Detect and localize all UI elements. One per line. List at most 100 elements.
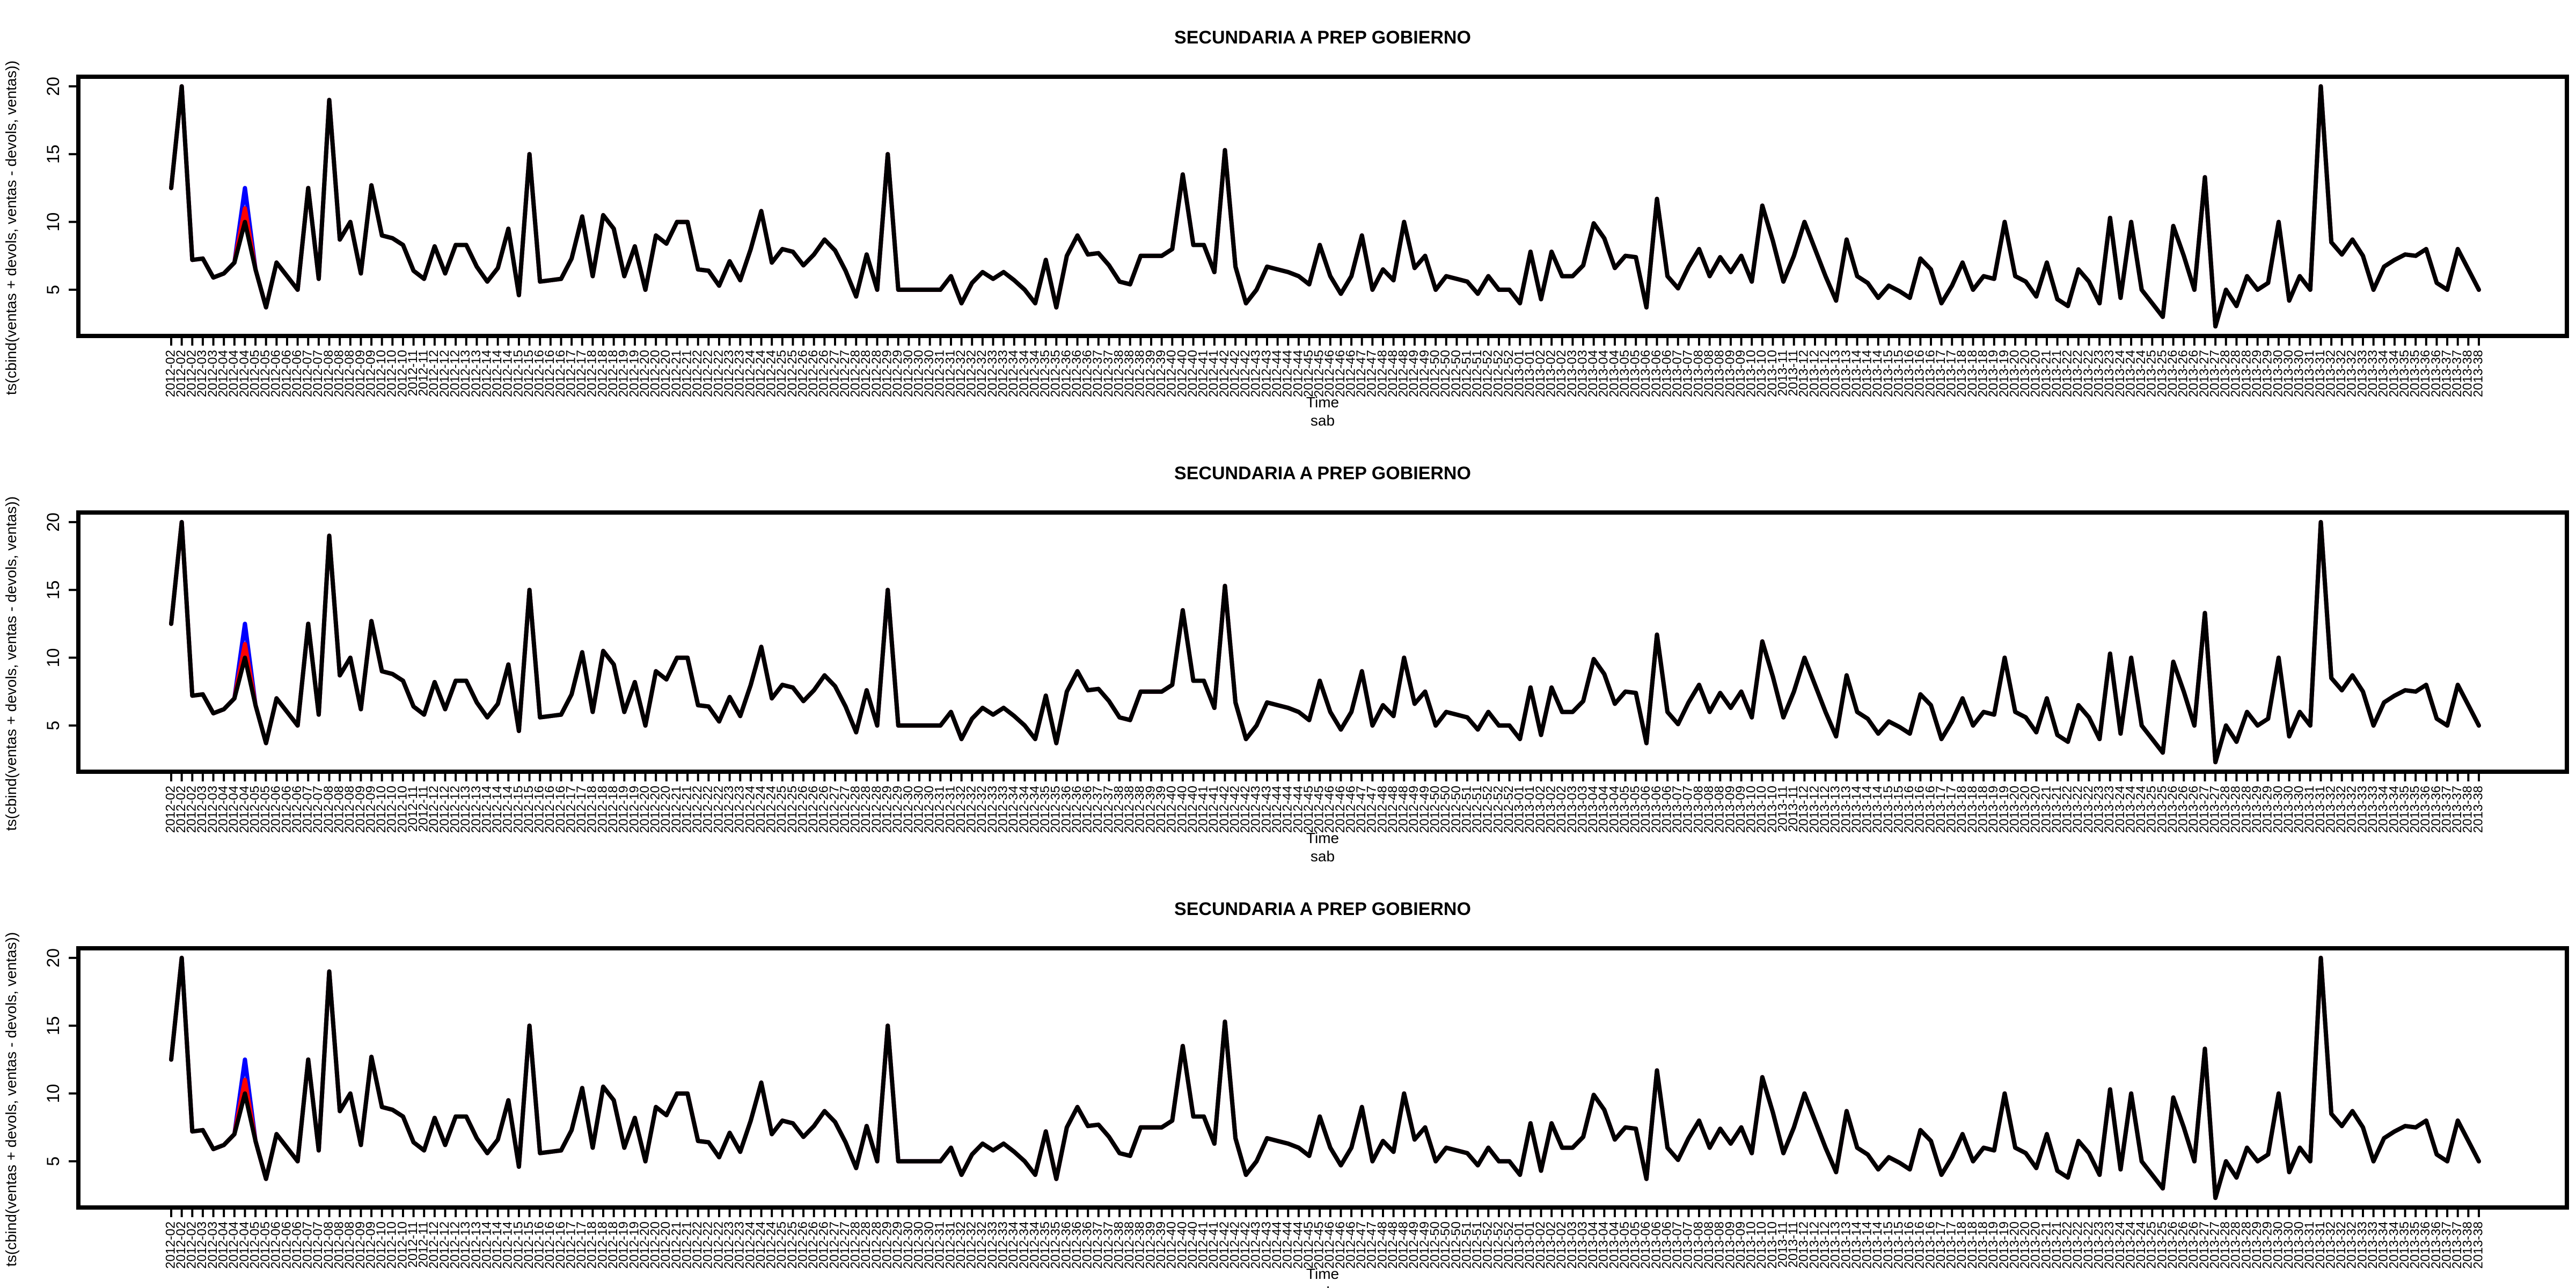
x-axis-label: Time	[1306, 1265, 1339, 1282]
x-tick-label: 2012-28	[869, 786, 884, 833]
x-tick-label: 2013-29	[2250, 1221, 2264, 1269]
x-tick-label: 2012-42	[1238, 350, 1253, 397]
x-tick-label: 2013-34	[2387, 786, 2401, 833]
x-tick-label: 2013-19	[1986, 350, 2001, 397]
x-tick-label: 2013-08	[1702, 1221, 1716, 1269]
x-tick-label: 2012-45	[1301, 1221, 1316, 1269]
x-tick-label: 2012-06	[290, 786, 304, 833]
x-tick-label: 2012-11	[406, 786, 420, 832]
x-tick-label: 2013-03	[1565, 1221, 1579, 1269]
x-tick-label: 2012-06	[269, 1221, 283, 1269]
x-tick-label: 2013-22	[2070, 350, 2085, 397]
x-tick-label: 2012-06	[279, 1221, 294, 1269]
x-tick-label: 2012-12	[448, 1221, 462, 1269]
x-tick-label: 2013-33	[2355, 350, 2369, 397]
x-tick-label: 2012-14	[490, 786, 504, 833]
x-tick-label: 2012-24	[764, 1221, 779, 1269]
subtitle: sab	[1311, 1284, 1335, 1288]
x-tick-label: 2013-19	[1997, 1221, 2011, 1269]
subtitle: sab	[1311, 848, 1335, 865]
x-tick-label: 2012-50	[1449, 786, 1463, 833]
x-tick-label: 2012-03	[195, 350, 209, 397]
x-tick-label: 2012-51	[1470, 350, 1484, 397]
x-tick-label: 2013-34	[2376, 350, 2391, 397]
x-tick-label: 2012-33	[985, 1221, 1000, 1269]
x-tick-label: 2013-25	[2155, 350, 2169, 397]
x-tick-label: 2013-22	[2060, 350, 2075, 397]
x-tick-label: 2013-32	[2334, 786, 2348, 833]
x-tick-label: 2012-38	[1133, 1221, 1147, 1269]
x-tick-label: 2013-03	[1565, 350, 1579, 397]
x-tick-label: 2012-35	[1049, 350, 1063, 397]
x-tick-label: 2012-35	[1049, 1221, 1063, 1269]
x-tick-label: 2012-44	[1270, 786, 1284, 833]
x-tick-label: 2012-52	[1491, 786, 1505, 833]
x-tick-label: 2012-34	[1006, 786, 1021, 833]
x-tick-label: 2012-15	[511, 350, 525, 397]
x-tick-label: 2012-13	[469, 1221, 484, 1269]
x-tick-label: 2012-06	[290, 350, 304, 397]
x-tick-label: 2013-11	[1786, 350, 1801, 396]
x-tick-label: 2012-18	[585, 350, 599, 397]
x-tick-label: 2013-15	[1891, 786, 1906, 833]
x-tick-label: 2012-41	[1206, 1221, 1221, 1269]
x-tick-label: 2012-42	[1217, 786, 1232, 833]
x-tick-label: 2012-31	[943, 350, 957, 397]
x-tick-label: 2012-50	[1428, 350, 1443, 397]
x-tick-label: 2012-51	[1470, 1221, 1484, 1269]
x-tick-label: 2013-06	[1638, 350, 1653, 397]
x-tick-label: 2013-04	[1607, 1221, 1621, 1269]
x-tick-label: 2012-24	[753, 786, 768, 833]
x-tick-label: 2012-08	[321, 786, 336, 833]
x-tick-label: 2013-31	[2313, 1221, 2328, 1269]
x-tick-label: 2013-38	[2461, 786, 2475, 833]
x-tick-label: 2013-14	[1870, 1221, 1885, 1269]
x-tick-label: 2012-52	[1502, 786, 1516, 833]
x-tick-label: 2012-26	[817, 1221, 831, 1269]
x-tick-label: 2012-10	[374, 350, 389, 397]
x-tick-label: 2012-48	[1386, 350, 1400, 397]
x-tick-label: 2012-22	[701, 1221, 715, 1269]
x-tick-label: 2012-16	[543, 350, 557, 397]
x-tick-label: 2012-27	[827, 350, 841, 397]
x-tick-label: 2012-34	[1006, 350, 1021, 397]
x-tick-label: 2012-22	[711, 1221, 726, 1269]
x-tick-label: 2013-24	[2113, 1221, 2127, 1269]
chart-title: SECUNDARIA A PREP GOBIERNO	[1174, 899, 1471, 919]
x-tick-label: 2013-26	[2176, 1221, 2191, 1269]
x-tick-label: 2012-50	[1428, 1221, 1443, 1269]
x-tick-label: 2013-06	[1659, 1221, 1674, 1269]
x-tick-label: 2013-22	[2060, 1221, 2075, 1269]
x-tick-label: 2012-29	[880, 1221, 895, 1269]
x-tick-label: 2013-36	[2429, 350, 2443, 397]
x-axis-label: Time	[1306, 394, 1339, 411]
x-tick-label: 2012-26	[795, 1221, 810, 1269]
x-tick-label: 2013-32	[2334, 1221, 2348, 1269]
x-tick-label: 2012-44	[1291, 1221, 1305, 1269]
x-tick-label: 2012-36	[1080, 786, 1095, 833]
x-tick-label: 2012-07	[301, 350, 315, 397]
x-tick-label: 2013-08	[1691, 786, 1706, 833]
x-tick-label: 2013-21	[2050, 786, 2064, 833]
x-tick-label: 2013-10	[1754, 1221, 1769, 1269]
x-tick-label: 2013-20	[2018, 350, 2032, 397]
x-tick-label: 2012-29	[880, 350, 895, 397]
x-tick-label: 2012-30	[911, 1221, 926, 1269]
x-tick-label: 2012-26	[806, 350, 821, 397]
x-tick-label: 2012-24	[753, 1221, 768, 1269]
x-tick-label: 2012-26	[795, 350, 810, 397]
x-tick-label: 2013-31	[2302, 350, 2317, 397]
x-tick-label: 2012-38	[1111, 1221, 1126, 1269]
x-tick-label: 2012-39	[1143, 1221, 1158, 1269]
x-tick-label: 2013-23	[2091, 1221, 2106, 1269]
x-tick-label: 2012-04	[216, 350, 231, 397]
x-tick-label: 2012-23	[733, 350, 747, 397]
x-tick-label: 2012-46	[1322, 350, 1337, 397]
x-tick-label: 2013-26	[2165, 1221, 2180, 1269]
x-tick-label: 2013-31	[2313, 786, 2328, 833]
x-tick-label: 2012-40	[1175, 1221, 1189, 1269]
x-tick-label: 2012-32	[975, 350, 989, 397]
x-tick-label: 2013-24	[2113, 350, 2127, 397]
x-tick-label: 2013-18	[1955, 1221, 1969, 1269]
x-tick-label: 2012-37	[1091, 786, 1105, 833]
